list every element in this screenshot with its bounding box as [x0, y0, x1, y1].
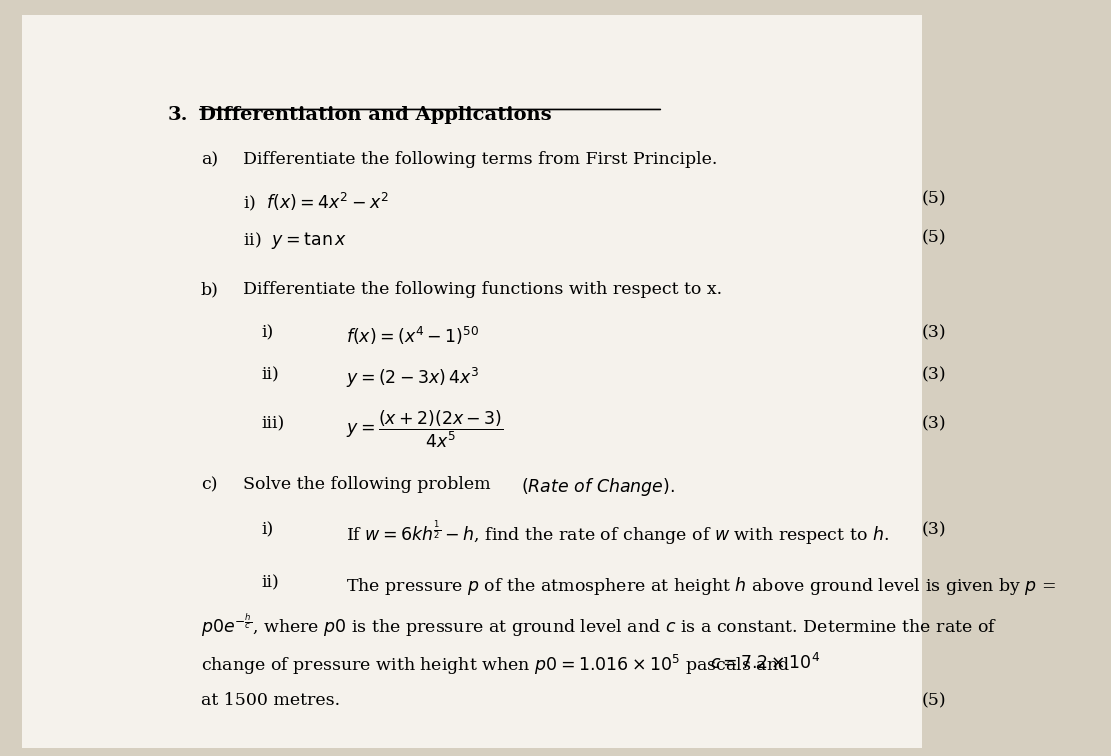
- Text: c): c): [201, 476, 218, 493]
- Text: i)  $f(x) = 4x^2 - x^2$: i) $f(x) = 4x^2 - x^2$: [243, 191, 389, 213]
- Text: Differentiate the following functions with respect to x.: Differentiate the following functions wi…: [243, 281, 722, 298]
- Text: If $w = 6kh^{\frac{1}{2}} - h$, find the rate of change of $w$ with respect to $: If $w = 6kh^{\frac{1}{2}} - h$, find the…: [346, 519, 889, 547]
- Text: (3): (3): [922, 416, 947, 432]
- Text: at 1500 metres.: at 1500 metres.: [201, 692, 340, 709]
- Text: (3): (3): [922, 325, 947, 342]
- Text: The pressure $p$ of the atmosphere at height $h$ above ground level is given by : The pressure $p$ of the atmosphere at he…: [346, 575, 1055, 596]
- Text: $y = (2 - 3x)\, 4x^3$: $y = (2 - 3x)\, 4x^3$: [346, 366, 479, 390]
- Text: ii): ii): [261, 575, 279, 591]
- Text: Differentiate the following terms from First Principle.: Differentiate the following terms from F…: [243, 151, 717, 168]
- Text: ii): ii): [261, 366, 279, 383]
- Text: (5): (5): [922, 692, 947, 709]
- Text: Differentiation and Applications: Differentiation and Applications: [199, 106, 551, 124]
- Text: 3.: 3.: [168, 106, 189, 124]
- Text: iii): iii): [261, 416, 284, 432]
- Text: Solve the following problem: Solve the following problem: [243, 476, 496, 493]
- Text: i): i): [261, 522, 273, 538]
- Text: b): b): [201, 281, 219, 298]
- Text: ii)  $y = \tan x$: ii) $y = \tan x$: [243, 230, 347, 251]
- Text: $y = \dfrac{(x+2)(2x-3)}{4x^5}$: $y = \dfrac{(x+2)(2x-3)}{4x^5}$: [346, 408, 503, 450]
- Text: (5): (5): [922, 191, 947, 207]
- Text: $f(x) = (x^4 - 1)^{50}$: $f(x) = (x^4 - 1)^{50}$: [346, 325, 479, 347]
- Text: $c = 7.2 \times 10^4$: $c = 7.2 \times 10^4$: [710, 653, 820, 674]
- FancyBboxPatch shape: [22, 15, 922, 748]
- Text: (3): (3): [922, 366, 947, 383]
- Text: change of pressure with height when $p0 = 1.016 \times 10^5$ pascals and: change of pressure with height when $p0 …: [201, 653, 790, 677]
- Text: a): a): [201, 151, 218, 168]
- Text: (5): (5): [922, 230, 947, 246]
- Text: $p0e^{-\frac{h}{c}}$, where $p0$ is the pressure at ground level and $c$ is a co: $p0e^{-\frac{h}{c}}$, where $p0$ is the …: [201, 612, 997, 639]
- Text: i): i): [261, 325, 273, 342]
- Text: (3): (3): [922, 522, 947, 538]
- Text: $\it{(Rate\ of\ Change).}$: $\it{(Rate\ of\ Change).}$: [521, 476, 675, 498]
